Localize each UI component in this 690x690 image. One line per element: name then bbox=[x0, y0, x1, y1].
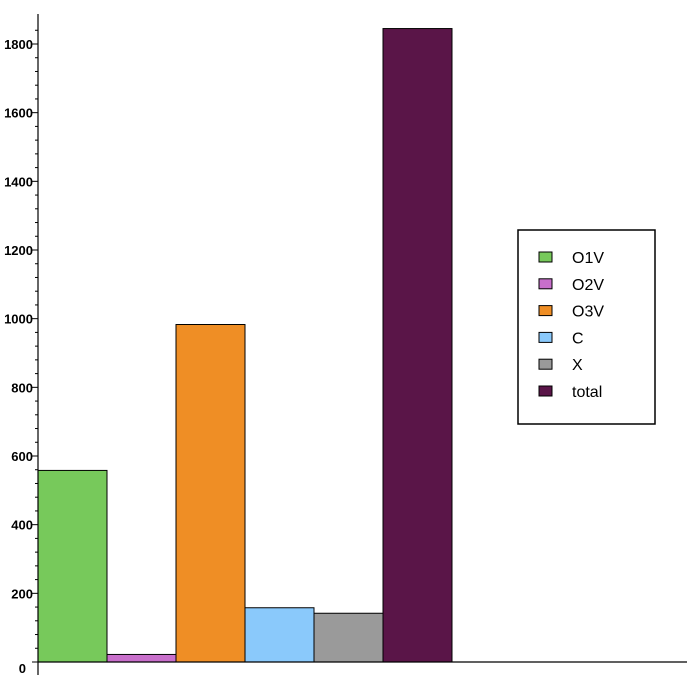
legend-label-total: total bbox=[572, 384, 602, 401]
y-tick-label: 1600 bbox=[4, 106, 33, 121]
legend-swatch-o1v bbox=[538, 251, 553, 263]
legend-label-o3v: O3V bbox=[572, 304, 604, 321]
y-tick-label: 200 bbox=[11, 586, 33, 601]
legend-swatch-o3v bbox=[538, 305, 553, 317]
legend-label-o2v: O2V bbox=[572, 277, 604, 294]
legend-swatch-o2v bbox=[538, 278, 553, 290]
y-major-ticks bbox=[32, 43, 38, 663]
y-tick-label: 1200 bbox=[4, 243, 33, 258]
legend-label-x: X bbox=[572, 357, 583, 374]
axes-group: 0 200 400 600 800 1000 1200 1400 1600 1800 bbox=[4, 14, 687, 676]
y-minor-ticks bbox=[35, 29, 38, 649]
legend-label-o1v: O1V bbox=[572, 250, 604, 267]
legend-swatch-x bbox=[538, 358, 553, 370]
y-tick-labels: 0 200 400 600 800 1000 1200 1400 1600 1800 bbox=[4, 37, 33, 676]
y-tick-label: 1800 bbox=[4, 37, 33, 52]
bar-c bbox=[244, 607, 315, 663]
y-tick-label: 400 bbox=[11, 518, 33, 533]
y-tick-label: 1400 bbox=[4, 174, 33, 189]
legend-swatch-c bbox=[538, 331, 553, 343]
bars-group bbox=[37, 28, 453, 663]
bar-o1v bbox=[37, 469, 108, 663]
bar-x bbox=[313, 612, 384, 663]
bar-total bbox=[382, 28, 453, 663]
legend-label-c: C bbox=[572, 330, 584, 347]
y-tick-label: 600 bbox=[11, 449, 33, 464]
y-tick-label: 1000 bbox=[4, 312, 33, 327]
bar-o2v bbox=[106, 653, 177, 663]
bar-o3v bbox=[175, 324, 246, 663]
legend-swatch-total bbox=[538, 385, 553, 397]
y-tick-label: 0 bbox=[19, 661, 26, 676]
y-tick-label: 800 bbox=[11, 380, 33, 395]
